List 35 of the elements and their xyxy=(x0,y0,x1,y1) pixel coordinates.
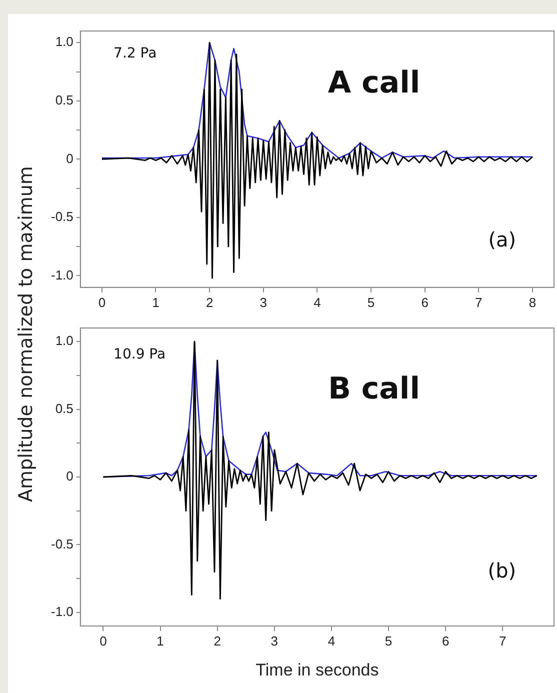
x-tick-label: 5 xyxy=(367,294,375,310)
y-tick-label: 0.5 xyxy=(55,92,74,108)
x-tick-label: 5 xyxy=(384,633,392,648)
annotation: (a) xyxy=(488,227,516,252)
y-tick-label: 1.0 xyxy=(55,333,74,348)
x-tick-label: 3 xyxy=(270,633,278,648)
y-tick-label: 1.0 xyxy=(55,34,74,50)
x-tick-label: 1 xyxy=(152,294,160,310)
y-tick-label: 0 xyxy=(66,468,74,484)
x-tick-label: 4 xyxy=(314,294,321,310)
x-tick-label: 0 xyxy=(98,294,106,310)
x-tick-label: 6 xyxy=(421,294,428,310)
x-axis-title: Time in seconds xyxy=(256,660,379,680)
x-tick-label: 3 xyxy=(260,294,267,310)
x-tick-label: 7 xyxy=(499,633,506,648)
x-tick-label: 0 xyxy=(100,633,107,648)
x-tick-label: 8 xyxy=(528,294,536,310)
annotation: 7.2 Pa xyxy=(114,46,157,62)
annotation: B call xyxy=(328,371,420,406)
x-tick-label: 1 xyxy=(156,633,164,648)
y-tick-label: -0.5 xyxy=(50,536,74,552)
y-tick-label: -1.0 xyxy=(50,604,74,620)
x-tick-label: 6 xyxy=(442,633,450,648)
x-tick-label: 4 xyxy=(328,633,336,648)
x-tick-label: 2 xyxy=(214,633,221,648)
x-tick-label: 7 xyxy=(475,294,482,310)
y-axis-title: Amplitude normalized to maximum xyxy=(15,166,37,502)
y-tick-label: 0 xyxy=(66,150,74,166)
y-tick-label: -0.5 xyxy=(50,209,74,224)
y-tick-label: 0.5 xyxy=(55,400,74,416)
annotation: 10.9 Pa xyxy=(114,346,166,362)
annotation: A call xyxy=(328,66,420,101)
annotation: (b) xyxy=(488,558,516,583)
y-tick-label: -1.0 xyxy=(50,267,74,282)
x-tick-label: 2 xyxy=(206,294,214,310)
